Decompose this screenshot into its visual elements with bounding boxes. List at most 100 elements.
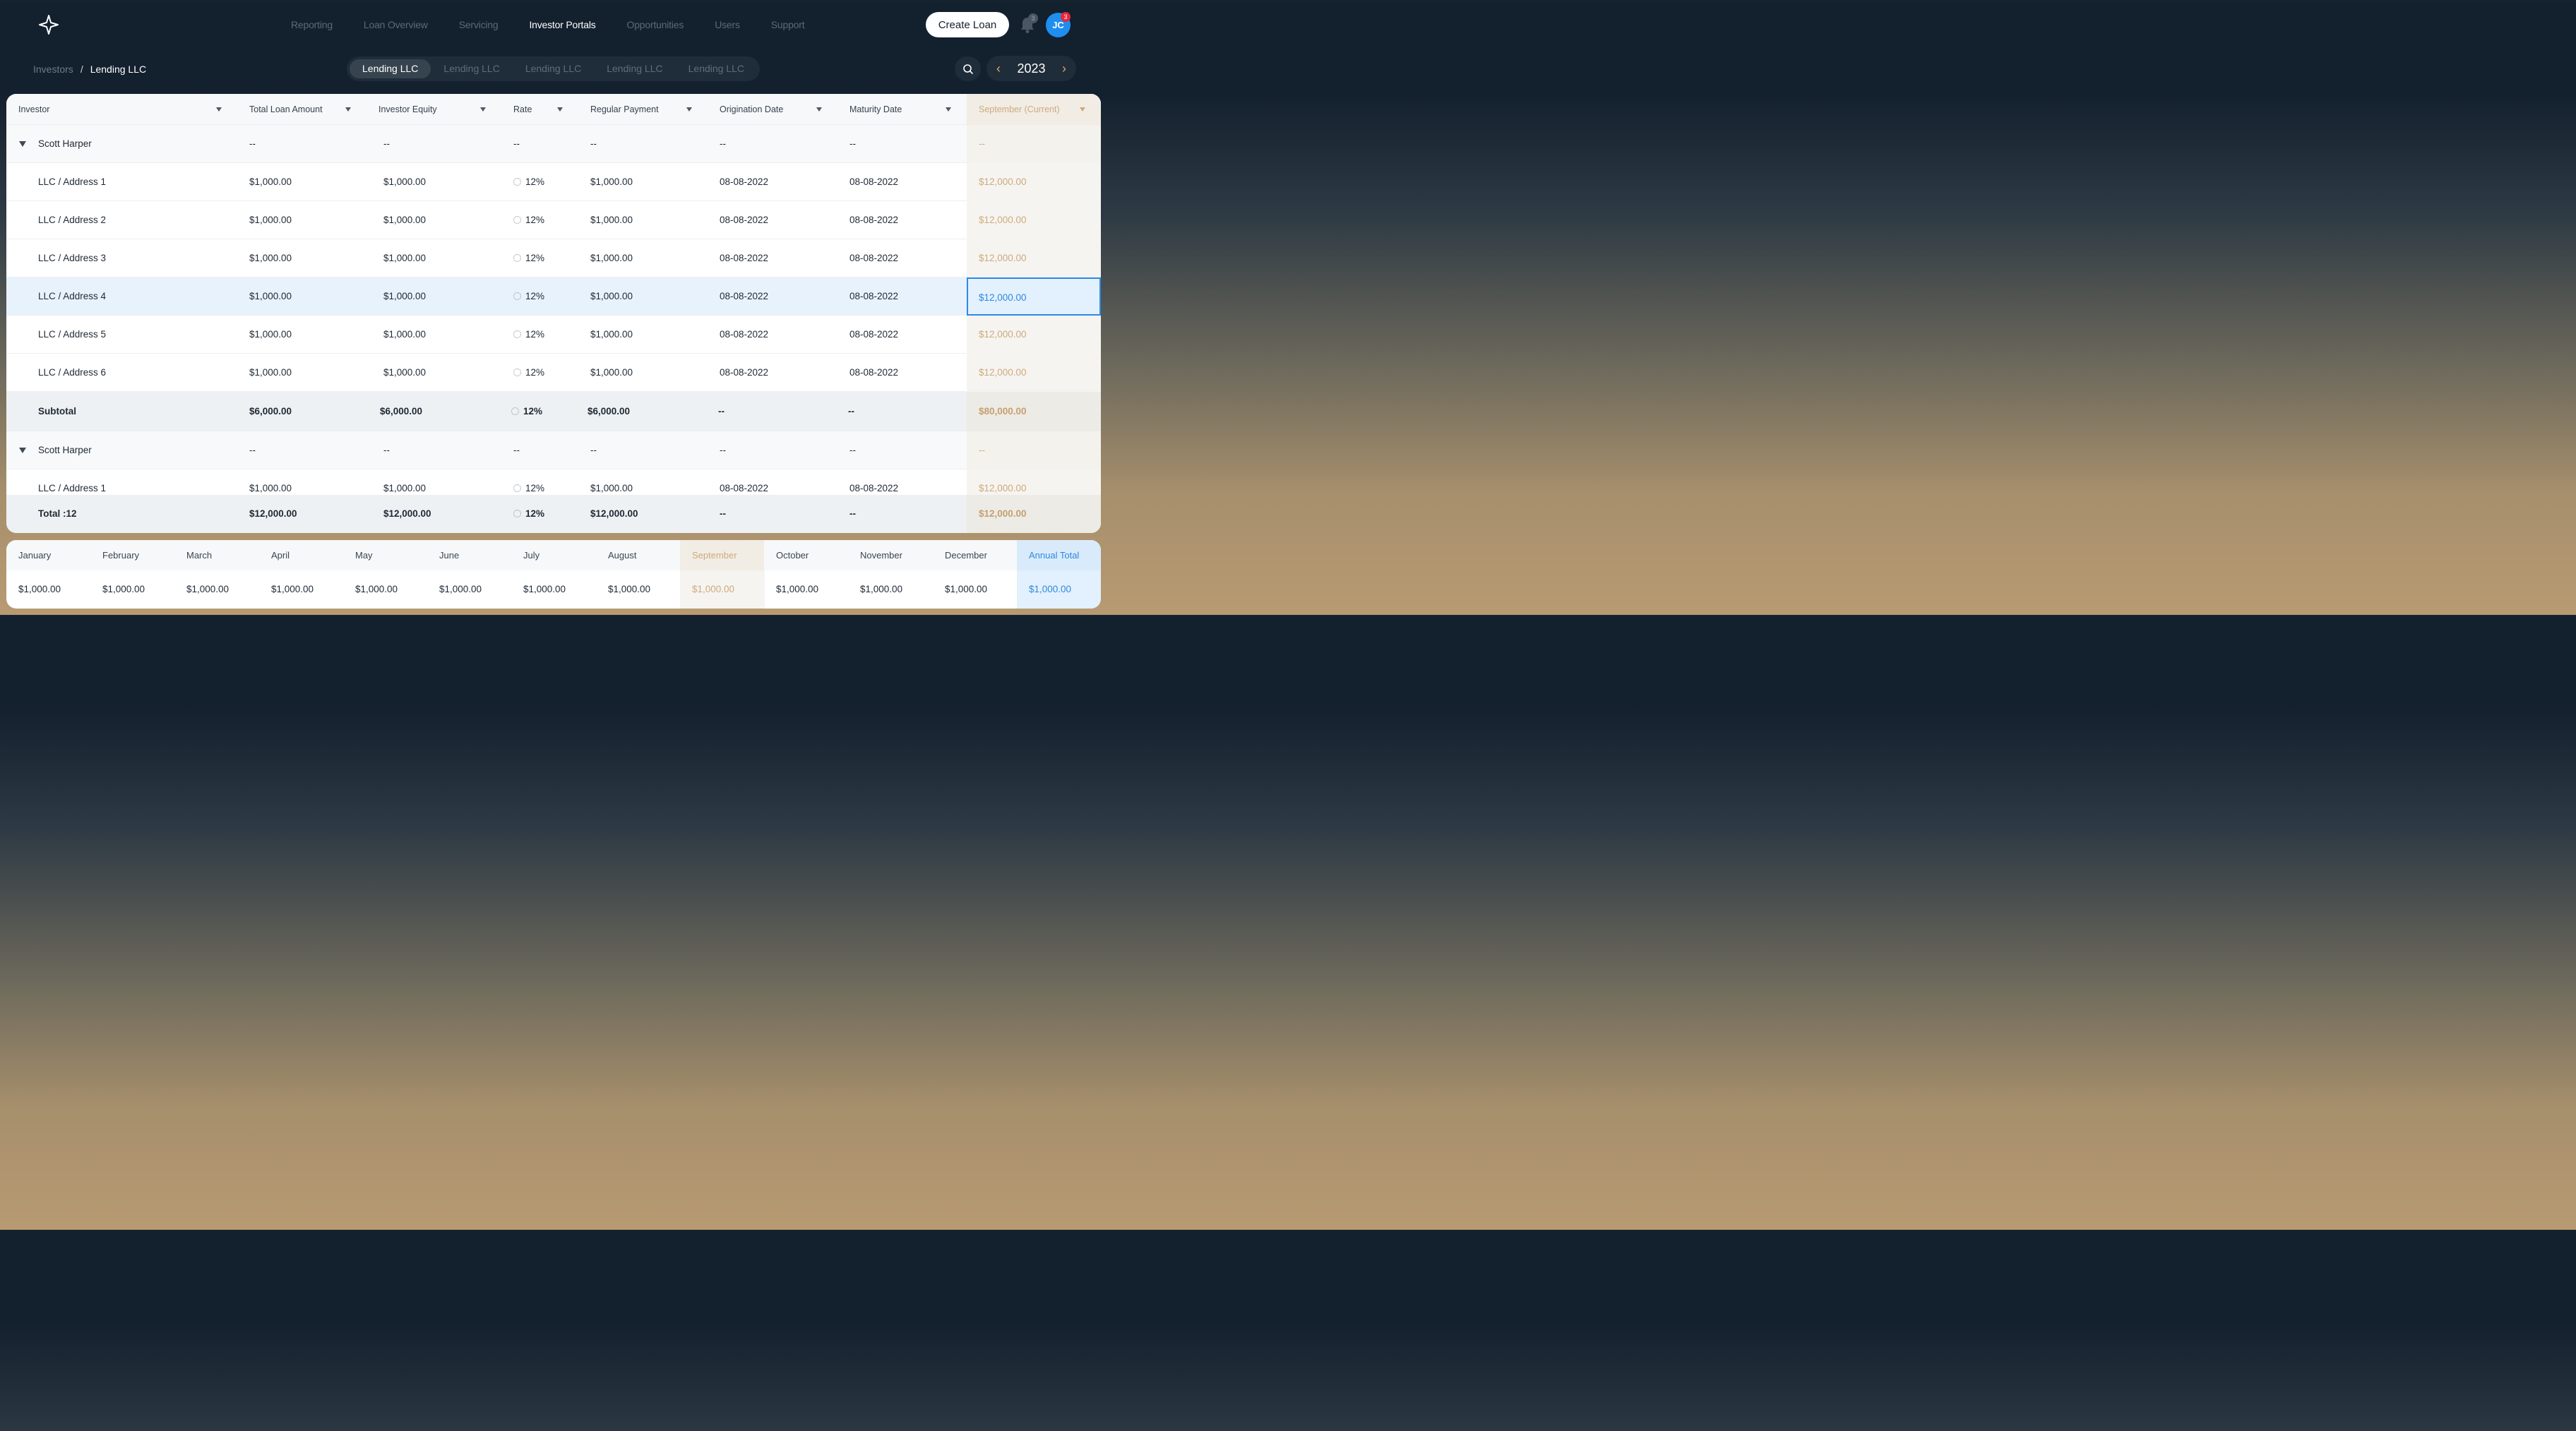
- breadcrumb-investors[interactable]: Investors: [33, 64, 73, 75]
- nav-reporting[interactable]: Reporting: [291, 19, 333, 30]
- month-header: June: [427, 540, 512, 570]
- table-row[interactable]: LLC / Address 1 $1,000.00 $1,000.00 12% $1,0…: [6, 163, 1101, 201]
- sort-caret-icon[interactable]: [216, 107, 222, 112]
- september-value[interactable]: $12,000.00: [979, 215, 1027, 225]
- investor-name: LLC / Address 2: [38, 215, 107, 225]
- nav-support[interactable]: Support: [770, 19, 805, 30]
- maturity-date: 08-08-2022: [849, 176, 899, 187]
- nav-servicing[interactable]: Servicing: [458, 19, 499, 30]
- investor-name: LLC / Address 5: [38, 329, 107, 340]
- origination-date: 08-08-2022: [720, 483, 769, 493]
- group-row[interactable]: Scott Harper -- -- -- -- -- -- --: [6, 431, 1101, 469]
- investor-equity: $1,000.00: [383, 291, 427, 301]
- entity-tab-5[interactable]: Lending LLC: [688, 63, 745, 74]
- entity-tab-3[interactable]: Lending LLC: [525, 63, 582, 74]
- search-button[interactable]: [955, 56, 981, 81]
- total-rate: 12%: [513, 495, 544, 533]
- month-value: $1,000.00: [439, 584, 482, 594]
- selected-cell[interactable]: $12,000.00: [967, 277, 1101, 316]
- entity-tab-1[interactable]: Lending LLC: [350, 59, 431, 78]
- subtotal-cell: $80,000.00: [979, 406, 1027, 417]
- sort-caret-icon[interactable]: [480, 107, 486, 112]
- total-loan-amount: $1,000.00: [249, 483, 292, 493]
- investor-name: LLC / Address 1: [38, 176, 107, 187]
- rate: 12%: [513, 469, 544, 508]
- placeholder-cell: --: [849, 138, 856, 149]
- month-header: July: [511, 540, 596, 570]
- sort-caret-icon[interactable]: [1080, 107, 1085, 112]
- placeholder-cell: --: [849, 445, 856, 455]
- logo-sparkle-icon[interactable]: [38, 14, 59, 35]
- subtotal-cell: --: [718, 406, 724, 417]
- investor-equity: $1,000.00: [383, 329, 427, 340]
- loading-spinner-icon: [513, 292, 521, 300]
- origination-date: 08-08-2022: [720, 291, 769, 301]
- sort-caret-icon[interactable]: [345, 107, 351, 112]
- col-header-rate: Rate: [513, 104, 532, 114]
- september-value[interactable]: $12,000.00: [979, 253, 1027, 263]
- group-row[interactable]: Scott Harper -- -- -- -- -- -- --: [6, 125, 1101, 163]
- chevron-left-icon[interactable]: ‹: [996, 61, 1001, 76]
- placeholder-cell: --: [383, 138, 390, 149]
- total-loan-amount: $1,000.00: [249, 253, 292, 263]
- total-label: Total :12: [38, 508, 77, 519]
- collapse-triangle-icon[interactable]: [19, 448, 26, 453]
- september-value[interactable]: $12,000.00: [979, 329, 1027, 340]
- loading-spinner-icon: [513, 178, 521, 186]
- month-value: $1,000.00: [860, 584, 903, 594]
- total-loan-amount: $1,000.00: [249, 176, 292, 187]
- create-loan-button[interactable]: Create Loan: [926, 12, 1009, 37]
- september-value[interactable]: $12,000.00: [979, 292, 1027, 303]
- investor-table: Investor Total Loan Amount Investor Equi…: [6, 94, 1101, 533]
- subtotal-cell: $6,000.00: [249, 406, 292, 417]
- sort-caret-icon[interactable]: [946, 107, 951, 112]
- rate: 12%: [513, 277, 544, 316]
- month-header: December: [933, 540, 1018, 570]
- investor-equity: $1,000.00: [383, 367, 427, 378]
- regular-payment: $1,000.00: [590, 367, 633, 378]
- origination-date: 08-08-2022: [720, 253, 769, 263]
- investor-equity: $1,000.00: [383, 215, 427, 225]
- regular-payment: $1,000.00: [590, 329, 633, 340]
- placeholder-cell: --: [513, 138, 520, 149]
- month-value: $1,000.00: [608, 584, 651, 594]
- year-value: 2023: [1017, 61, 1046, 76]
- loading-spinner-icon: [513, 330, 521, 338]
- table-header: Investor Total Loan Amount Investor Equi…: [6, 94, 1101, 125]
- month-value: $1,000.00: [102, 584, 145, 594]
- entity-tab-2[interactable]: Lending LLC: [443, 63, 500, 74]
- month-value: $1,000.00: [355, 584, 398, 594]
- monthly-summary: January $1,000.00 February $1,000.00 March $1…: [6, 540, 1101, 609]
- nav-investor-portals[interactable]: Investor Portals: [529, 19, 596, 30]
- month-header: October: [764, 540, 849, 570]
- table-row[interactable]: LLC / Address 4 $1,000.00 $1,000.00 12% $1,0…: [6, 277, 1101, 316]
- nav-opportunities[interactable]: Opportunities: [626, 19, 684, 30]
- sort-caret-icon[interactable]: [816, 107, 822, 112]
- maturity-date: 08-08-2022: [849, 483, 899, 493]
- september-value[interactable]: $12,000.00: [979, 176, 1027, 187]
- placeholder-cell: --: [249, 138, 256, 149]
- entity-tab-4[interactable]: Lending LLC: [607, 63, 663, 74]
- entity-tabs: Lending LLC Lending LLC Lending LLC Lend…: [347, 56, 761, 81]
- placeholder-cell: --: [249, 445, 256, 455]
- loading-spinner-icon: [513, 216, 521, 224]
- nav-users[interactable]: Users: [715, 19, 740, 30]
- september-value[interactable]: $12,000.00: [979, 483, 1027, 493]
- investor-name: LLC / Address 1: [38, 483, 107, 493]
- sort-caret-icon[interactable]: [557, 107, 563, 112]
- table-row[interactable]: LLC / Address 2 $1,000.00 $1,000.00 12% $1,0…: [6, 201, 1101, 239]
- month-value: $1,000.00: [271, 584, 314, 594]
- year-selector: ‹ 2023 ›: [986, 56, 1076, 81]
- table-row[interactable]: LLC / Address 3 $1,000.00 $1,000.00 12% $1,0…: [6, 239, 1101, 277]
- placeholder-cell: --: [979, 138, 985, 149]
- table-row[interactable]: LLC / Address 5 $1,000.00 $1,000.00 12% $1,0…: [6, 316, 1101, 354]
- sort-caret-icon[interactable]: [686, 107, 692, 112]
- maturity-date: 08-08-2022: [849, 329, 899, 340]
- subtotal-cell: --: [848, 406, 854, 417]
- nav-loan-overview[interactable]: Loan Overview: [363, 19, 428, 30]
- maturity-date: 08-08-2022: [849, 215, 899, 225]
- table-row[interactable]: LLC / Address 6 $1,000.00 $1,000.00 12% $1,0…: [6, 354, 1101, 392]
- september-value[interactable]: $12,000.00: [979, 367, 1027, 378]
- chevron-right-icon[interactable]: ›: [1061, 61, 1066, 76]
- collapse-triangle-icon[interactable]: [19, 141, 26, 147]
